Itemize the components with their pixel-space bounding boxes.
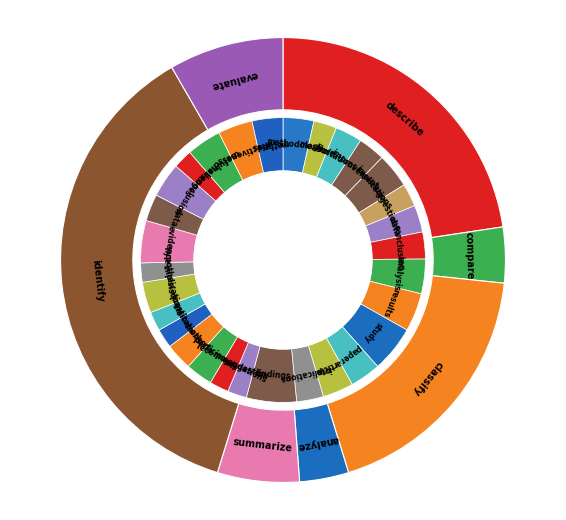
- Text: analysis: analysis: [391, 255, 405, 292]
- Wedge shape: [140, 220, 198, 263]
- Text: evidence: evidence: [161, 225, 175, 265]
- Wedge shape: [219, 121, 264, 180]
- Text: hypothesis: hypothesis: [161, 246, 174, 294]
- Text: evaluate: evaluate: [211, 69, 259, 91]
- Text: classify: classify: [410, 359, 444, 397]
- Wedge shape: [302, 121, 336, 177]
- Wedge shape: [190, 133, 243, 193]
- Wedge shape: [361, 281, 421, 330]
- Text: participants: participants: [191, 334, 238, 372]
- Wedge shape: [141, 262, 195, 282]
- Circle shape: [194, 171, 372, 349]
- Wedge shape: [252, 118, 283, 173]
- Text: implications: implications: [160, 264, 183, 317]
- Wedge shape: [291, 345, 323, 402]
- Text: results: results: [381, 287, 400, 318]
- Text: describe: describe: [383, 99, 426, 138]
- Text: recommendations: recommendations: [194, 342, 268, 385]
- Wedge shape: [61, 68, 239, 473]
- Text: improvement: improvement: [329, 148, 380, 191]
- Text: suggestion: suggestion: [221, 357, 270, 382]
- Wedge shape: [176, 152, 225, 201]
- Wedge shape: [342, 304, 407, 367]
- Text: methodology: methodology: [267, 137, 324, 152]
- Text: effectiveness: effectiveness: [215, 137, 273, 165]
- Wedge shape: [431, 227, 505, 283]
- Text: implications: implications: [278, 364, 332, 383]
- Wedge shape: [308, 338, 352, 397]
- Text: implications: implications: [353, 164, 393, 211]
- Wedge shape: [326, 327, 378, 384]
- Wedge shape: [217, 404, 299, 483]
- Text: suggestions: suggestions: [370, 182, 402, 232]
- Wedge shape: [211, 336, 248, 391]
- Text: conclusion: conclusion: [391, 225, 405, 271]
- Text: methods: methods: [251, 138, 290, 151]
- Wedge shape: [283, 37, 503, 238]
- Text: findings: findings: [256, 369, 291, 381]
- Wedge shape: [159, 304, 212, 346]
- Wedge shape: [146, 195, 204, 236]
- Wedge shape: [316, 128, 361, 186]
- Wedge shape: [327, 276, 504, 473]
- Text: challenges: challenges: [182, 158, 221, 198]
- Text: article: article: [314, 357, 342, 376]
- Wedge shape: [370, 232, 426, 259]
- Wedge shape: [294, 404, 349, 482]
- Wedge shape: [171, 37, 283, 130]
- Text: usefulness: usefulness: [197, 147, 241, 180]
- Wedge shape: [188, 327, 238, 383]
- Wedge shape: [143, 274, 200, 313]
- Text: methods: methods: [182, 322, 215, 356]
- Text: conclusion: conclusion: [170, 173, 204, 217]
- Text: identify: identify: [91, 259, 105, 303]
- Text: analyze: analyze: [296, 434, 339, 452]
- Wedge shape: [283, 118, 314, 173]
- Wedge shape: [228, 342, 260, 398]
- Text: study: study: [362, 320, 384, 345]
- Text: data: data: [168, 206, 183, 228]
- Wedge shape: [370, 259, 426, 294]
- Text: question: question: [166, 291, 191, 329]
- Wedge shape: [345, 158, 404, 213]
- Wedge shape: [170, 314, 224, 367]
- Text: measure: measure: [298, 140, 337, 160]
- Wedge shape: [151, 293, 205, 330]
- Text: summarize: summarize: [232, 437, 293, 453]
- Wedge shape: [246, 346, 297, 402]
- Wedge shape: [156, 166, 216, 219]
- Text: paper: paper: [337, 343, 363, 366]
- Wedge shape: [359, 185, 415, 226]
- Text: limitations: limitations: [314, 142, 359, 172]
- Text: data: data: [387, 216, 401, 237]
- Text: limitations: limitations: [170, 302, 203, 345]
- Wedge shape: [365, 206, 423, 242]
- Text: compare: compare: [464, 232, 475, 280]
- Wedge shape: [332, 140, 382, 196]
